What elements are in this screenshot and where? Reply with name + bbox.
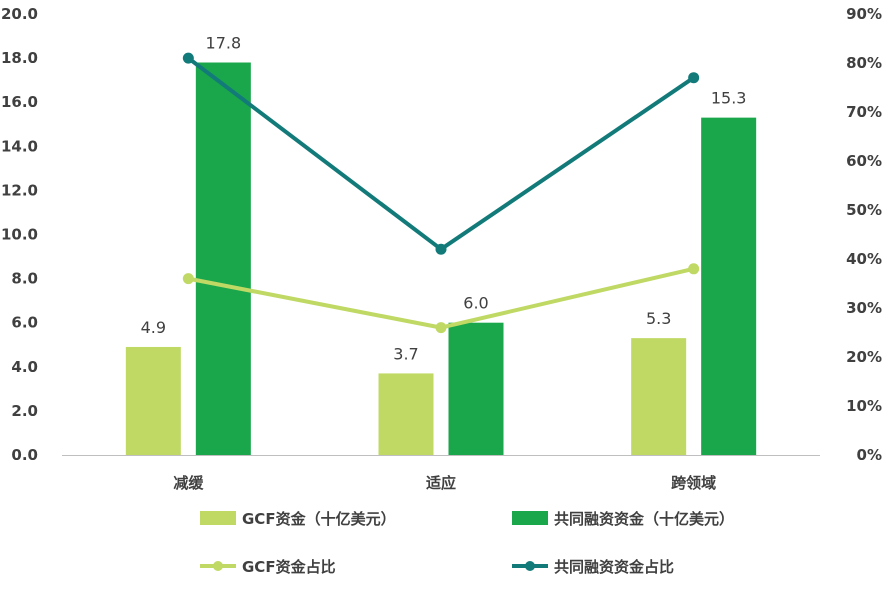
y-right-tick-label: 10% [846, 397, 882, 415]
bar-cofinancing [195, 62, 251, 455]
bar-data-label: 15.3 [711, 89, 747, 108]
line-point-cofinancing-share [688, 72, 700, 84]
line-point-gcf-share [688, 263, 700, 275]
y-left-tick-label: 16.0 [1, 93, 38, 111]
y-left-tick-label: 14.0 [1, 137, 38, 155]
line-point-cofinancing-share [435, 243, 447, 255]
line-point-gcf-share [182, 273, 194, 285]
line-point-cofinancing-share [182, 52, 194, 64]
y-left-tick-label: 8.0 [11, 270, 38, 288]
legend-label: GCF资金占比 [242, 558, 336, 576]
y-right-tick-label: 0% [857, 446, 882, 464]
legend-swatch-bar [512, 511, 548, 525]
legend: GCF资金（十亿美元） 共同融资资金（十亿美元） GCF资金占比 共同融资资金占比 [200, 510, 734, 576]
x-category-label: 适应 [426, 474, 456, 492]
bar-cofinancing [701, 117, 757, 455]
y-right-tick-label: 70% [846, 103, 882, 121]
y-right-tick-label: 80% [846, 54, 882, 72]
y-right-tick-label: 50% [846, 201, 882, 219]
y-right-tick-label: 60% [846, 152, 882, 170]
x-category-label: 跨领域 [671, 474, 716, 492]
bar-data-label: 3.7 [393, 344, 418, 363]
y-left-tick-label: 4.0 [11, 358, 38, 376]
line-point-gcf-share [435, 322, 447, 334]
y-left-tick-label: 2.0 [11, 402, 38, 420]
y-right-tick-label: 90% [846, 5, 882, 23]
y-left-tick-label: 6.0 [11, 314, 38, 332]
lines-layer [182, 52, 700, 334]
bar-data-label: 17.8 [206, 34, 242, 53]
legend-swatch-marker [525, 561, 535, 571]
axes-layer: 0.0 2.0 4.0 6.0 8.0 10.0 12.0 14.0 16.0 18.0 20.0 0… [1, 5, 882, 492]
bar-gcf [378, 373, 434, 455]
series-line-gcf-share [186, 266, 696, 330]
bars-layer [125, 62, 757, 455]
bar-data-label: 6.0 [463, 294, 488, 313]
legend-label: 共同融资资金（十亿美元） [554, 510, 734, 528]
legend-swatch-marker [213, 561, 223, 571]
bar-data-label: 4.9 [141, 318, 166, 337]
y-right-tick-label: 40% [846, 250, 882, 268]
legend-label: 共同融资资金占比 [554, 558, 674, 576]
y-left-tick-label: 0.0 [11, 446, 38, 464]
legend-label: GCF资金（十亿美元） [242, 510, 396, 528]
y-left-tick-label: 20.0 [1, 5, 38, 23]
y-right-tick-label: 30% [846, 299, 882, 317]
y-left-tick-label: 12.0 [1, 181, 38, 199]
y-right-tick-label: 20% [846, 348, 882, 366]
x-category-label: 减缓 [173, 474, 204, 492]
y-left-tick-label: 10.0 [1, 226, 38, 244]
bar-data-label: 5.3 [646, 309, 671, 328]
bar-gcf [631, 338, 687, 455]
bar-gcf [125, 346, 181, 455]
labels-layer: 4.9 3.7 5.3 17.8 6.0 15.3 [141, 34, 747, 364]
series-line-cofinancing-share [186, 56, 696, 252]
bar-cofinancing [448, 322, 504, 455]
y-left-tick-label: 18.0 [1, 49, 38, 67]
legend-swatch-bar [200, 511, 236, 525]
